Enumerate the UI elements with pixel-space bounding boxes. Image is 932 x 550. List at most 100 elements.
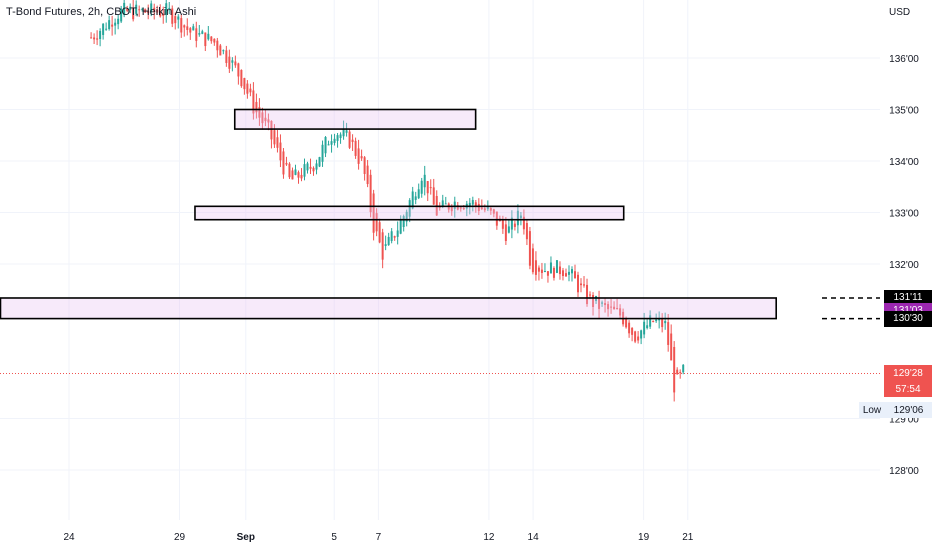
y-tick-label: 132'00	[889, 260, 919, 271]
candle-body	[637, 336, 640, 341]
candle-body	[264, 117, 267, 122]
chart-title: T-Bond Futures, 2h, CBOT, Heikin Ashi	[6, 6, 197, 18]
candle-body	[117, 18, 120, 25]
candle-body	[477, 203, 480, 212]
candle-body	[312, 167, 315, 172]
time-axis[interactable]: 24 29 Sep 5 7 12 14 19 21	[63, 532, 693, 543]
candle-body	[207, 33, 210, 40]
candle-body	[216, 40, 219, 51]
candle-body	[300, 174, 303, 179]
candle-body	[525, 223, 528, 240]
currency-label[interactable]: USD	[889, 7, 911, 18]
candle-body	[459, 207, 462, 209]
candle-body	[327, 144, 330, 146]
candle-body	[267, 119, 270, 123]
candle-body	[222, 50, 225, 52]
candle-body	[165, 3, 168, 15]
candle-body	[126, 8, 129, 11]
candle-body	[102, 23, 105, 35]
candle-body	[186, 26, 189, 30]
candle-body	[504, 224, 507, 241]
candle-body	[99, 30, 102, 40]
candle-body	[543, 271, 546, 273]
candle-body	[147, 10, 150, 14]
x-tick-label: 5	[331, 532, 337, 543]
candle-body	[345, 130, 348, 133]
candle-body	[589, 294, 592, 296]
candle-body	[255, 101, 258, 113]
candle-body	[574, 271, 577, 279]
candle-body	[96, 38, 99, 40]
candle-body	[330, 141, 333, 145]
candle-body	[628, 322, 631, 334]
x-tick-label: 21	[682, 532, 694, 543]
x-tick-label: 7	[376, 532, 382, 543]
zone-rect	[194, 205, 625, 221]
candle-body	[195, 28, 198, 41]
x-tick-label: 29	[174, 532, 186, 543]
candle-body	[646, 325, 649, 329]
candle-body	[552, 267, 555, 278]
candle-body	[114, 22, 117, 26]
candle-body	[610, 306, 613, 308]
last-price-tag: 129'28	[884, 365, 932, 382]
candle-body	[249, 88, 252, 93]
candle-body	[357, 148, 360, 164]
candle-body	[240, 69, 243, 87]
candle-body	[396, 230, 399, 237]
candle-body	[673, 346, 676, 393]
candle-body	[162, 13, 165, 16]
candle-body	[204, 32, 207, 47]
candle-body	[661, 319, 664, 328]
candle-body	[375, 213, 378, 232]
candle-body	[483, 208, 486, 211]
candle-body	[321, 144, 324, 162]
candle-body	[510, 217, 513, 230]
candle-body	[129, 6, 132, 10]
candle-body	[519, 215, 522, 218]
candle-body	[153, 7, 156, 12]
candle-body	[243, 78, 246, 90]
candle-body	[577, 274, 580, 293]
candle-body	[570, 269, 573, 274]
candle-body	[534, 260, 537, 275]
zones[interactable]	[0, 108, 880, 320]
candle-body	[462, 208, 465, 210]
candle-body	[640, 330, 643, 339]
candle-body	[652, 320, 655, 322]
y-tick-label: 133'00	[889, 209, 919, 220]
candle-body	[486, 206, 489, 210]
candle-body	[135, 4, 138, 14]
candle-body	[495, 211, 498, 226]
candle-body	[631, 327, 634, 335]
candle-body	[625, 318, 628, 328]
price-tag: 130'30	[884, 310, 932, 327]
candle-body	[598, 298, 601, 309]
candle-body	[607, 304, 610, 310]
candle-body	[390, 231, 393, 242]
candle-body	[456, 205, 459, 210]
candle-body	[270, 120, 273, 140]
candle-body	[273, 130, 276, 145]
candle-body	[333, 138, 336, 143]
candle-body	[489, 208, 492, 211]
candle-body	[177, 16, 180, 20]
price-tag: 131'11	[884, 289, 932, 306]
candle-body	[468, 202, 471, 207]
candle-body	[580, 283, 583, 286]
candle-body	[586, 284, 589, 305]
candle-body	[604, 303, 607, 306]
candle-body	[291, 170, 294, 180]
price-axis[interactable]: 136'00 135'00 134'00 133'00 132'00 129'00 128'…	[889, 54, 919, 477]
candle-body	[583, 284, 586, 286]
candle-body	[649, 315, 652, 327]
candle-body	[105, 28, 108, 30]
candle-body	[123, 2, 126, 16]
x-tick-label: 12	[483, 532, 495, 543]
candle-body	[567, 271, 570, 275]
candle-body	[592, 295, 595, 307]
candle-body	[528, 231, 531, 266]
candle-body	[120, 8, 123, 22]
candle-body	[387, 236, 390, 246]
